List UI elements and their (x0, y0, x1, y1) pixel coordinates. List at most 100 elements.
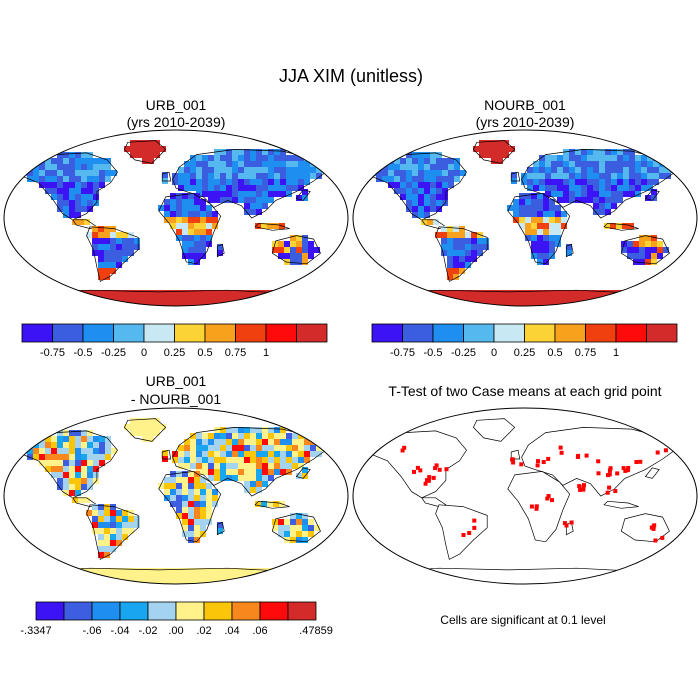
map-panel-nourb (352, 129, 698, 307)
land-indonesia (254, 222, 290, 231)
significant-cell (461, 533, 466, 537)
significant-cell (433, 466, 438, 471)
coastline-madagascar (565, 243, 574, 258)
colorbar-box (175, 601, 205, 621)
colorbar-box (296, 323, 328, 343)
colorbar-box (147, 601, 177, 621)
colorbar-nourb: -0.75 -0.5 -0.25 0 0.25 0.5 0.75 1 (371, 323, 678, 359)
coastline-indonesia (603, 222, 639, 231)
significant-cell (653, 538, 658, 543)
figure-title: JJA XIM (unitless) (279, 66, 423, 86)
map-panel-ttest (352, 407, 698, 585)
significant-cell (472, 525, 477, 530)
map-panel-diff (3, 407, 349, 585)
significant-cell (535, 463, 540, 468)
significant-cell (529, 504, 534, 509)
significant-cell (437, 467, 442, 472)
colorbar-urb: -0.75 -0.5 -0.25 0 0.25 0.5 0.75 1 (21, 323, 328, 359)
colorbar-box (204, 323, 236, 343)
significant-cell (596, 459, 601, 464)
colorbar-label: 0.25 (514, 347, 535, 359)
significant-cell (472, 518, 477, 523)
land-australia (620, 235, 670, 265)
land-south-america (435, 226, 489, 282)
colorbar-box (493, 323, 525, 343)
land-south-america (86, 504, 140, 560)
land-eurasia (521, 149, 681, 219)
significant-cell (423, 481, 428, 486)
colorbar-label: -0.75 (40, 347, 65, 359)
land-antarctica (17, 289, 331, 306)
significant-cell (546, 456, 551, 461)
significant-cell (575, 455, 580, 459)
significant-cell (625, 468, 630, 473)
coastline-south-america (86, 504, 139, 560)
significant-cell (613, 489, 618, 493)
colorbar-diff: -.3347 -.06 -.04 -.02 .00 .02 .04 .06 .47859 (20, 601, 333, 637)
coastline-north-america (369, 152, 467, 221)
coastline-north-america (20, 430, 118, 499)
colorbar-label: 0.5 (547, 347, 562, 359)
land-south-america (435, 504, 488, 560)
significant-cell (581, 487, 586, 492)
colorbar-label: -.04 (111, 625, 130, 637)
significant-cell (444, 467, 449, 472)
significant-cell (581, 485, 586, 490)
significant-cell (621, 466, 626, 471)
land-uk (510, 449, 521, 460)
coastline-madagascar (216, 243, 225, 258)
colorbar-box (554, 323, 586, 343)
colorbar-box (119, 601, 149, 621)
panel-title-nourb-line1: NOURB_001 (484, 97, 566, 113)
significant-cell (584, 453, 589, 458)
coastline-australia (271, 235, 321, 265)
land-antarctica (17, 567, 331, 584)
ttest-note: Cells are significant at 0.1 level (440, 613, 605, 627)
land-madagascar (216, 521, 225, 536)
land-greenland (472, 140, 516, 164)
colorbar-box (203, 601, 233, 621)
significant-cell (596, 471, 601, 476)
coastline-indonesia (254, 500, 290, 509)
significant-cell (434, 463, 439, 468)
significant-cell (564, 523, 569, 528)
coastline-greenland (472, 140, 516, 164)
coastline-eurasia (521, 149, 681, 219)
coastline-south-america (86, 226, 139, 282)
panel-title-nourb-line2: (yrs 2010-2039) (476, 114, 575, 130)
colorbar-box (265, 323, 297, 343)
significant-cell (615, 471, 620, 476)
land-uk (161, 449, 172, 462)
coastline-africa (507, 471, 571, 543)
colorbar-label: -.3347 (20, 625, 51, 637)
colorbar-label: -0.25 (101, 347, 126, 359)
colorbar-label: 0.75 (225, 347, 246, 359)
coastline-eurasia (172, 149, 332, 219)
significant-cell (534, 504, 539, 509)
colorbar-box (259, 601, 289, 621)
significant-cell (562, 521, 567, 526)
colorbar-label: .04 (224, 625, 239, 637)
significant-cell (418, 468, 423, 473)
coastline-eurasia (521, 427, 681, 497)
significant-cell (638, 459, 643, 464)
coastline-australia (620, 235, 670, 265)
land-japan (295, 467, 311, 479)
colorbar-box (432, 323, 464, 343)
coastline-indonesia (603, 500, 639, 509)
coastline-japan (295, 189, 311, 201)
colorbar-box (52, 323, 84, 343)
significant-cell (415, 465, 420, 470)
map-border (3, 129, 349, 307)
land-antarctica (366, 289, 680, 306)
land-indonesia (254, 500, 290, 509)
coastline-africa (507, 193, 571, 265)
colorbar-label: 1 (613, 347, 619, 359)
map-panel-urb (3, 129, 349, 307)
land-south-america (86, 226, 140, 282)
colorbar-box (231, 601, 261, 621)
significant-cell (578, 487, 583, 492)
land-indonesia (603, 500, 639, 509)
coastline-north-america (369, 430, 467, 499)
significant-cell (534, 506, 539, 511)
